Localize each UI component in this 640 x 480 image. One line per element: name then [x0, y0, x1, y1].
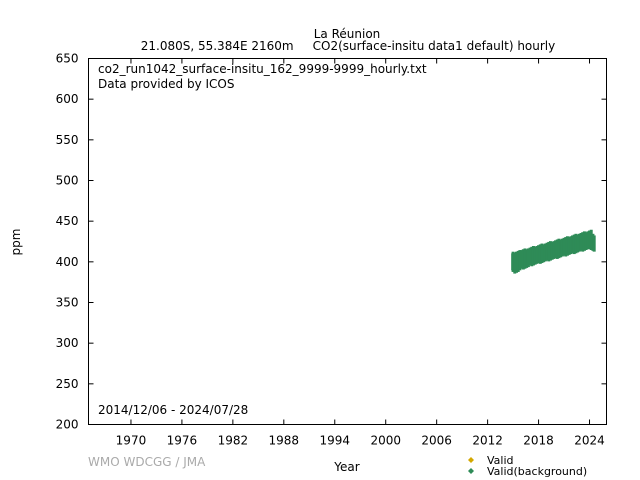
- x-axis-label: Year: [333, 460, 359, 474]
- y-tick-label: 450: [56, 214, 79, 228]
- y-tick-label: 350: [56, 296, 79, 310]
- x-tick-label: 2018: [523, 434, 554, 448]
- wdcgg-credit: WMO WDCGG / JMA: [88, 455, 206, 469]
- data-points: [511, 229, 596, 274]
- y-tick-label: 500: [56, 174, 79, 188]
- legend-valid-label: Valid: [487, 454, 514, 467]
- x-tick-label: 2024: [574, 434, 605, 448]
- legend-valid-background-label: Valid(background): [487, 465, 587, 478]
- x-tick-label: 1982: [218, 434, 249, 448]
- data-period-note: 2014/12/06 - 2024/07/28: [98, 403, 248, 417]
- y-tick-label: 200: [56, 418, 79, 432]
- y-tick-label: 650: [56, 52, 79, 66]
- x-tick-label: 1994: [319, 434, 350, 448]
- y-tick-label: 300: [56, 336, 79, 350]
- chart-subtitle: 21.080S, 55.384E 2160m CO2(surface-insit…: [141, 39, 556, 53]
- x-tick-label: 2012: [472, 434, 503, 448]
- axis-ticks: 1970 1976 1982 1988 1994 2000 2006 2012 2018 2024…: [56, 52, 607, 448]
- legend: Valid Valid(background): [468, 454, 587, 478]
- x-tick-label: 2006: [421, 434, 452, 448]
- x-tick-label: 1976: [167, 434, 198, 448]
- data-provider-note: Data provided by ICOS: [98, 77, 234, 91]
- y-tick-label: 600: [56, 92, 79, 106]
- legend-valid-background-marker: [468, 468, 474, 474]
- y-tick-label: 550: [56, 133, 79, 147]
- x-tick-label: 1988: [269, 434, 300, 448]
- data-filename-note: co2_run1042_surface-insitu_162_9999-9999…: [98, 62, 427, 76]
- x-tick-label: 1970: [116, 434, 147, 448]
- y-tick-label: 400: [56, 255, 79, 269]
- plot-frame: [88, 58, 607, 425]
- y-tick-label: 250: [56, 377, 79, 391]
- y-axis-label: ppm: [9, 229, 23, 256]
- chart-station-title: La Réunion: [314, 27, 381, 41]
- x-tick-label: 2000: [370, 434, 401, 448]
- legend-valid-marker: [468, 457, 474, 463]
